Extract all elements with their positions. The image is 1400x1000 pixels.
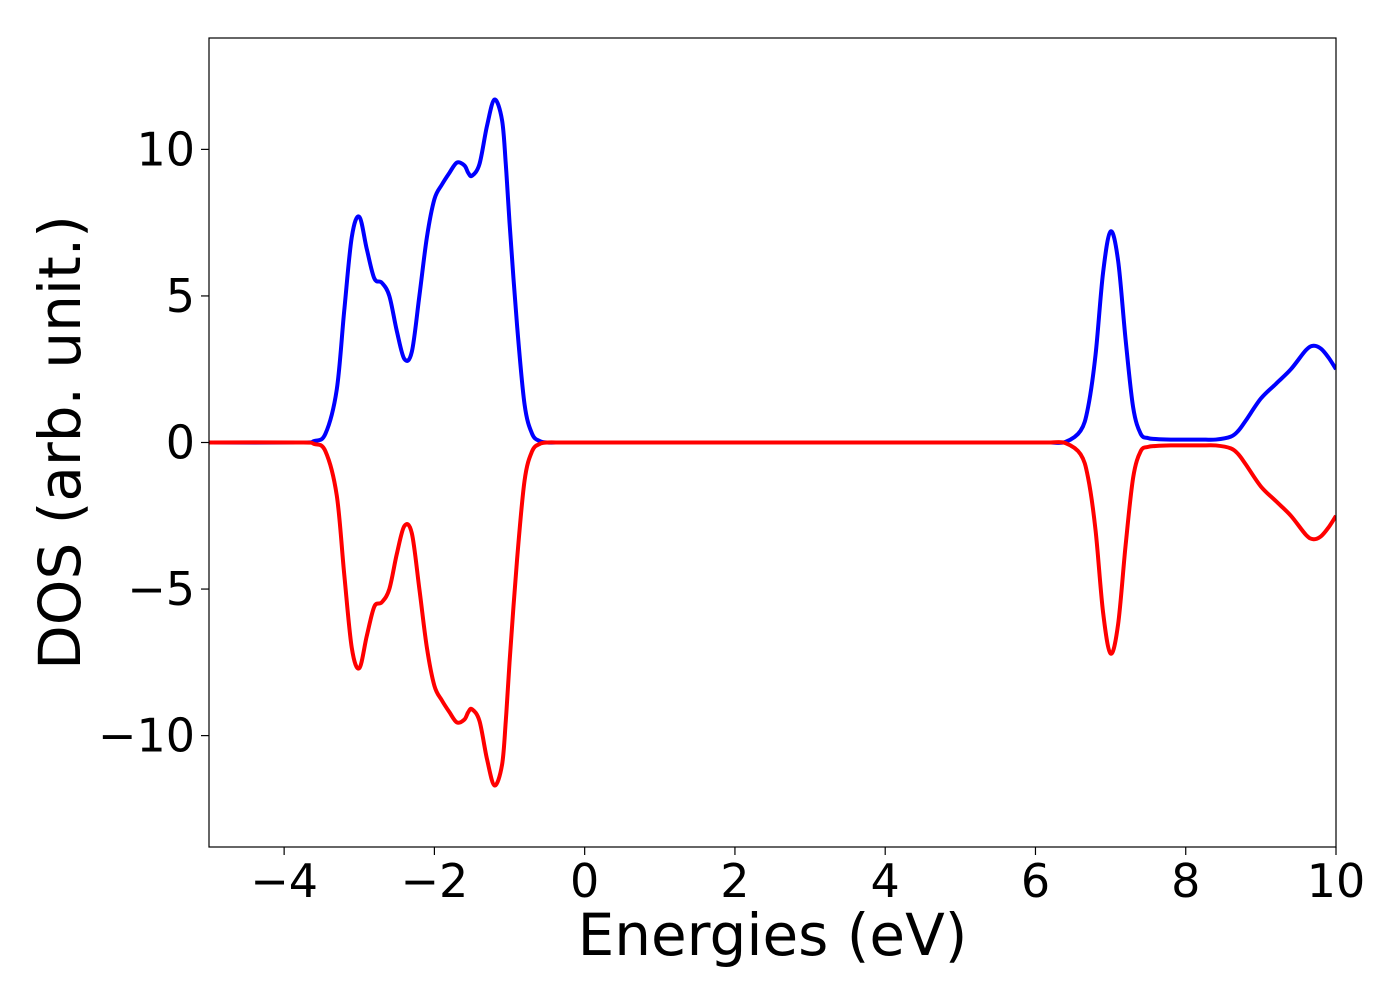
y-tick-label: 10 — [136, 122, 195, 176]
x-tick-label: −2 — [400, 854, 468, 908]
x-tick-label: 8 — [1171, 854, 1200, 908]
y-axis: −10 −5 0 5 10 — [98, 122, 209, 763]
y-axis-label: DOS (arb. unit.) — [26, 215, 94, 670]
x-tick-label: 4 — [871, 854, 900, 908]
x-tick-label: −4 — [250, 854, 318, 908]
x-tick-label: 10 — [1307, 854, 1366, 908]
y-tick-label: −5 — [127, 562, 195, 616]
x-tick-label: 6 — [1021, 854, 1050, 908]
plot-area — [209, 97, 1336, 788]
series-line-red — [209, 440, 1336, 788]
y-tick-label: 0 — [166, 416, 195, 470]
x-tick-label: 0 — [570, 854, 599, 908]
x-axis-label: Energies (eV) — [578, 901, 968, 969]
y-tick-label: 5 — [166, 269, 195, 323]
x-axis: −4 −2 0 2 4 6 8 10 — [250, 847, 1365, 908]
x-tick-label: 2 — [720, 854, 749, 908]
y-tick-label: −10 — [98, 709, 195, 763]
